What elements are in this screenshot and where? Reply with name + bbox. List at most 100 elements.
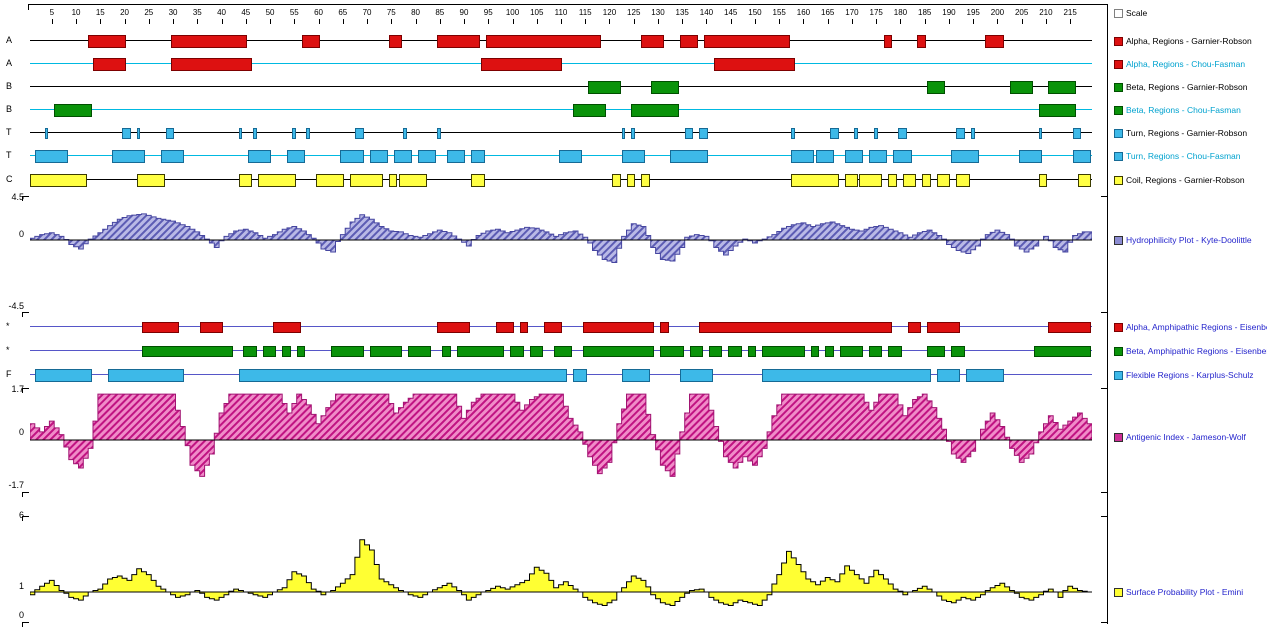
axis-bracket	[22, 312, 29, 317]
legend-label: Coil, Regions - Garnier-Robson	[1126, 175, 1245, 185]
region-box	[388, 173, 398, 187]
scale-tick-number: 135	[675, 8, 689, 17]
surf-ylabel-bottom: 0	[18, 610, 24, 620]
region-box	[747, 345, 757, 357]
scale-tick-mark	[779, 19, 781, 24]
scale-tick-mark	[609, 19, 611, 24]
region-box	[888, 173, 897, 187]
right-separator-tick	[1101, 4, 1107, 5]
region-box	[485, 34, 602, 48]
scale-tick-mark	[536, 19, 538, 24]
region-box	[291, 127, 296, 139]
scale-tick-mark	[585, 19, 587, 24]
legend-item-amph_beta[interactable]: Beta, Amphipathic Regions - Eisenberg	[1114, 345, 1267, 357]
region-box	[873, 127, 878, 139]
legend-item-alpha_gr[interactable]: Alpha, Regions - Garnier-Robson	[1114, 35, 1252, 47]
region-box	[1077, 173, 1091, 187]
row-label-beta_gr: B	[6, 81, 13, 91]
region-box	[660, 321, 670, 333]
region-box	[296, 345, 306, 357]
region-box	[54, 103, 92, 117]
surf-area	[29, 539, 1092, 606]
region-box	[272, 321, 301, 333]
region-box	[238, 173, 252, 187]
scale-tick-number: 10	[71, 8, 81, 17]
legend-item-beta_gr[interactable]: Beta, Regions - Garnier-Robson	[1114, 81, 1247, 93]
region-box	[907, 321, 922, 333]
region-box	[495, 321, 514, 333]
legend-item-beta_cf[interactable]: Beta, Regions - Chou-Fasman	[1114, 104, 1241, 116]
scale-tick-mark	[51, 19, 53, 24]
legend-item-surf[interactable]: Surface Probability Plot - Emini	[1114, 586, 1243, 598]
scale-tick-number: 115	[578, 8, 592, 17]
scale-tick-mark	[682, 19, 684, 24]
right-separator-tick	[1101, 516, 1107, 517]
scale-tick-mark	[415, 19, 417, 24]
region-box	[684, 127, 694, 139]
scale-top-line	[28, 4, 1105, 5]
legend-label: Alpha, Regions - Chou-Fasman	[1126, 59, 1246, 69]
legend-label: Antigenic Index - Jameson-Wolf	[1126, 432, 1246, 442]
region-box	[587, 80, 621, 94]
region-box	[34, 368, 92, 382]
scale-tick-number: 170	[845, 8, 859, 17]
legend-label: Beta, Regions - Garnier-Robson	[1126, 82, 1248, 92]
scale-tick-number: 70	[362, 8, 372, 17]
region-box	[238, 127, 243, 139]
region-box	[257, 173, 296, 187]
row-label-amph_beta: *	[6, 345, 10, 355]
region-box	[30, 173, 88, 187]
legend-item-coil_gr[interactable]: Coil, Regions - Garnier-Robson	[1114, 174, 1245, 186]
track-row-alpha_cf	[30, 56, 1092, 72]
region-box	[442, 345, 451, 357]
right-separator-tick	[1101, 492, 1107, 493]
legend-item-turn_cf[interactable]: Turn, Regions - Chou-Fasman	[1114, 150, 1240, 162]
scale-tick-number: 215	[1063, 8, 1077, 17]
region-box	[553, 345, 573, 357]
track-row-alpha_gr	[30, 33, 1092, 49]
region-box	[631, 103, 679, 117]
region-box	[262, 345, 277, 357]
scale-tick-mark	[876, 19, 878, 24]
region-box	[1038, 103, 1077, 117]
scale-tick-mark	[488, 19, 490, 24]
region-box	[621, 149, 645, 163]
scale-tick-number: 195	[966, 8, 980, 17]
region-box	[398, 173, 427, 187]
region-box	[888, 345, 902, 357]
region-box	[956, 173, 970, 187]
hydro-ylabel-bottom: -4.5	[8, 301, 24, 311]
right-separator-tick	[1101, 388, 1107, 389]
track-baseline	[30, 132, 1092, 133]
legend-item-amph_alpha[interactable]: Alpha, Amphipathic Regions - Eisenberg	[1114, 321, 1267, 333]
surf-chart	[29, 516, 1092, 626]
region-box	[88, 34, 126, 48]
amph_beta-swatch-icon	[1114, 346, 1123, 356]
legend-item-alpha_cf[interactable]: Alpha, Regions - Chou-Fasman	[1114, 58, 1245, 70]
legend-item-scale[interactable]: Scale	[1114, 7, 1147, 19]
scale-tick-number: 55	[289, 8, 299, 17]
axis-bracket	[22, 516, 29, 521]
region-box	[582, 345, 655, 357]
scale-tick-mark	[1045, 19, 1047, 24]
beta_cf-swatch-icon	[1114, 105, 1123, 115]
legend-item-anti[interactable]: Antigenic Index - Jameson-Wolf	[1114, 431, 1246, 443]
region-box	[582, 321, 655, 333]
region-box	[713, 57, 796, 71]
scale-tick-mark	[803, 19, 805, 24]
scale-tick-number: 35	[192, 8, 202, 17]
row-label-beta_cf: B	[6, 104, 13, 114]
scale-tick-number: 155	[772, 8, 786, 17]
legend-item-flex[interactable]: Flexible Regions - Karplus-Schulz	[1114, 369, 1254, 381]
scale-tick-number: 90	[459, 8, 469, 17]
region-box	[136, 173, 165, 187]
legend-item-turn_gr[interactable]: Turn, Regions - Garnier-Robson	[1114, 127, 1247, 139]
region-box	[248, 149, 272, 163]
region-box	[393, 149, 413, 163]
scale-tick-number: 175	[869, 8, 883, 17]
scale-tick-mark	[367, 19, 369, 24]
right-separator-tick	[1101, 196, 1107, 197]
region-box	[573, 103, 606, 117]
scale-tick-number: 40	[217, 8, 226, 17]
legend-item-hydro[interactable]: Hydrophilicity Plot - Kyte-Doolittle	[1114, 234, 1252, 246]
